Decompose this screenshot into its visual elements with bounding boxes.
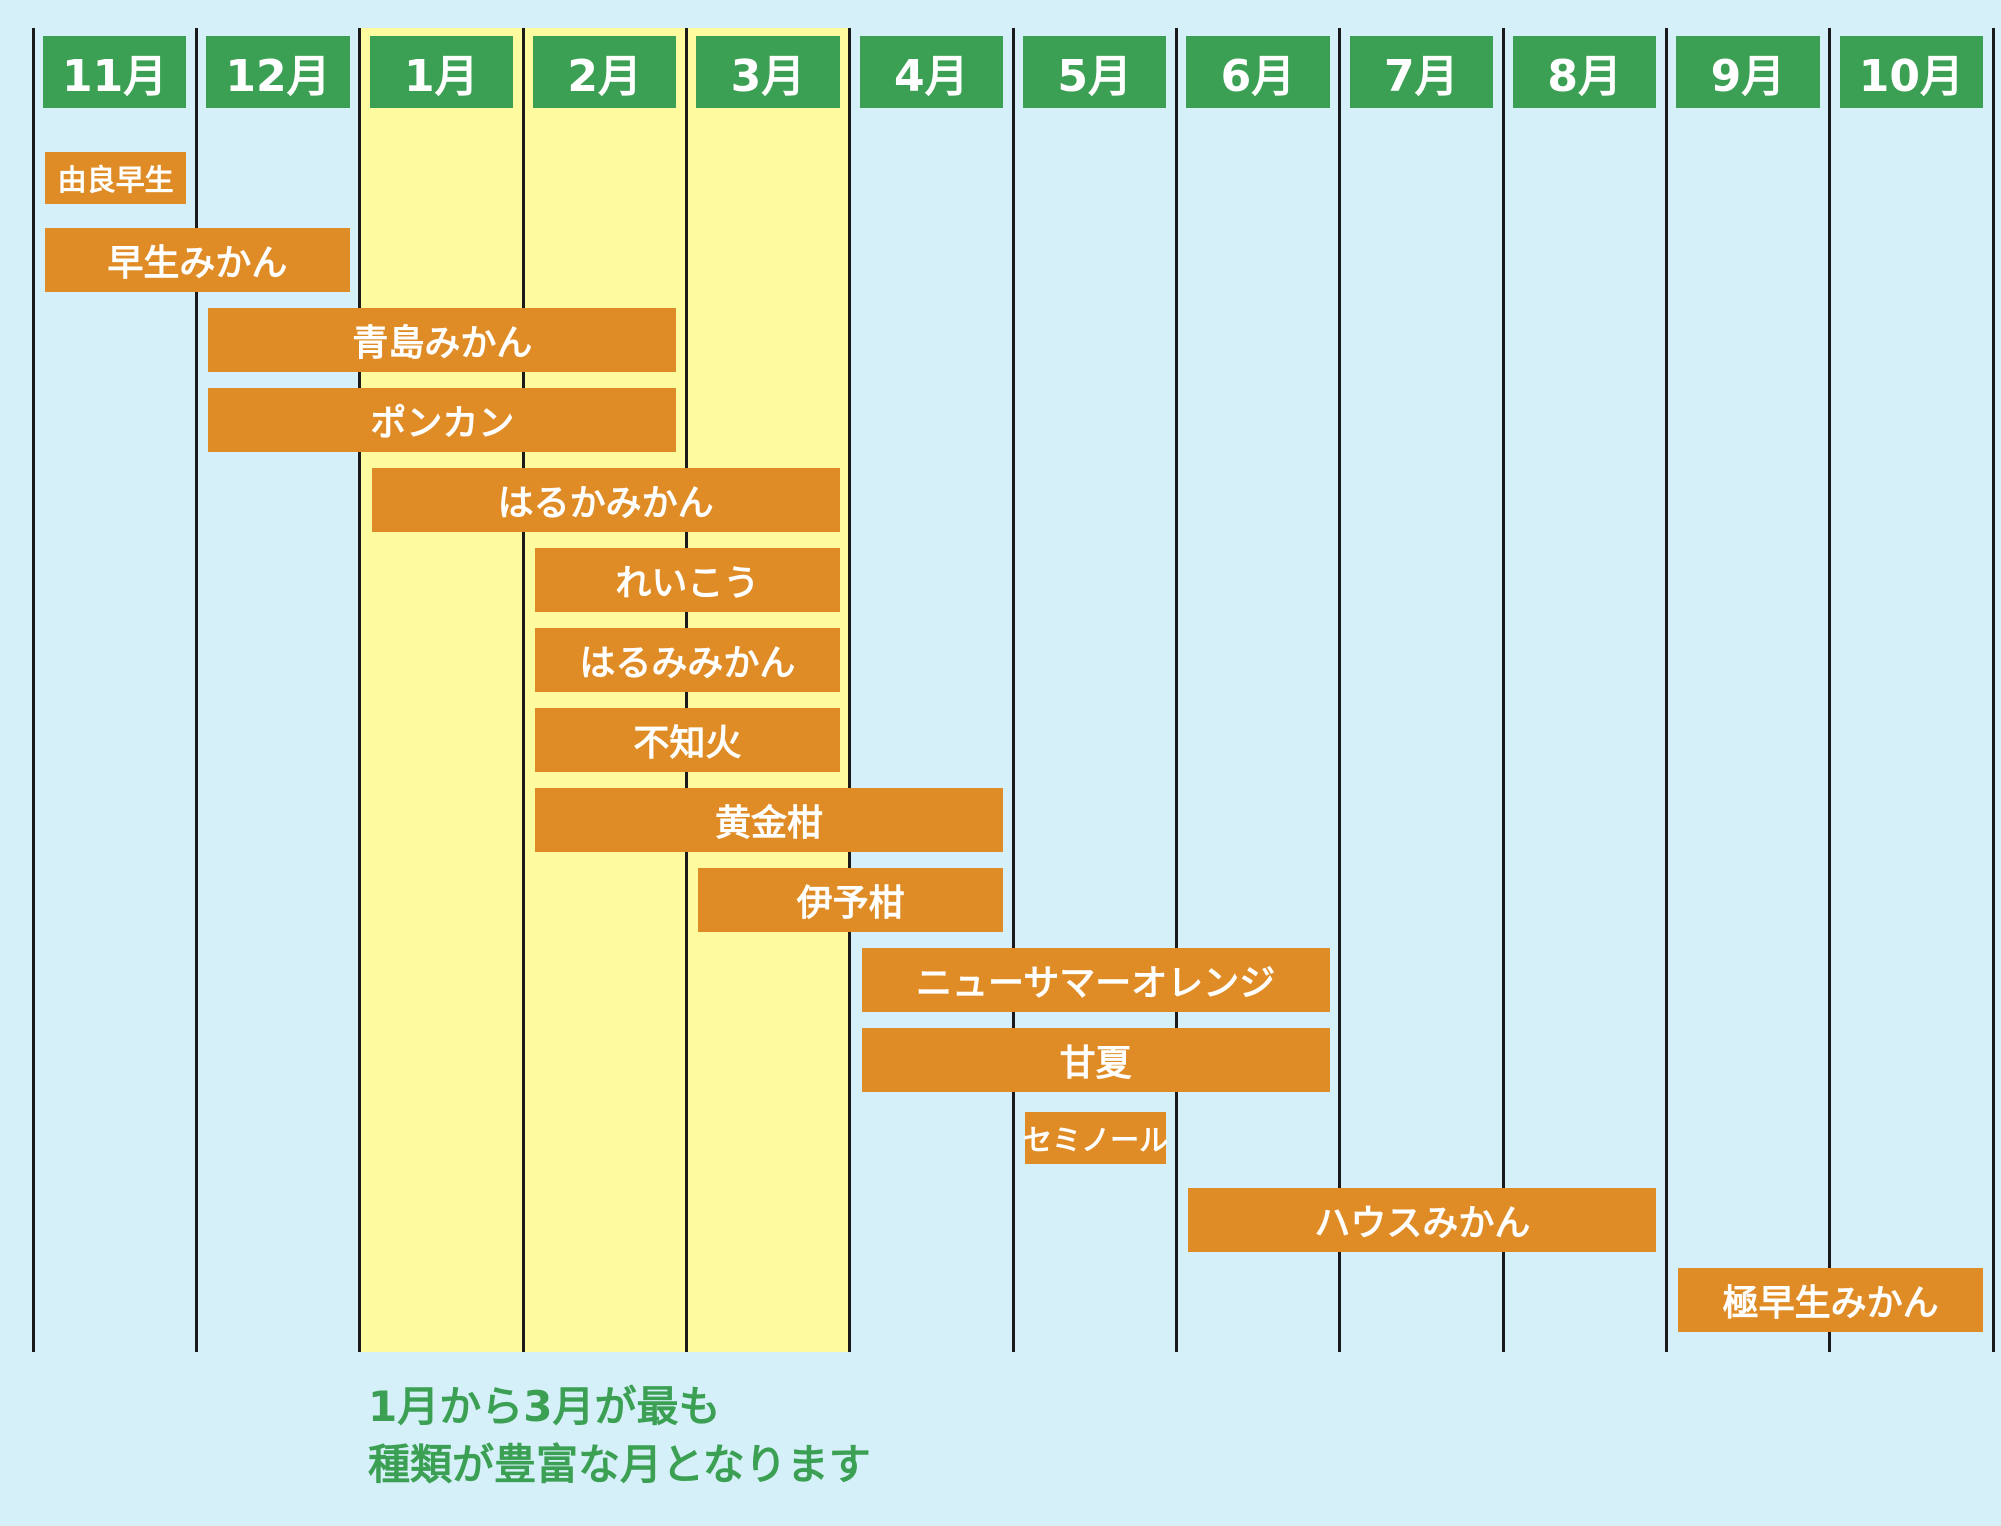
- month-gridline: [521, 28, 525, 1352]
- chart-note-line-2: 種類が豊富な月となります: [368, 1439, 871, 1489]
- month-gridline: [1664, 28, 1668, 1352]
- fruit-bar: はるかみかん: [371, 468, 840, 532]
- fruit-bar: 極早生みかん: [1678, 1268, 1983, 1332]
- month-header: 1月: [369, 36, 513, 108]
- fruit-bar: ポンカン: [208, 388, 677, 452]
- month-header: 6月: [1186, 36, 1330, 108]
- fruit-bar: 青島みかん: [208, 308, 677, 372]
- fruit-bar: 早生みかん: [45, 228, 350, 292]
- month-gridline: [848, 28, 852, 1352]
- fruit-bar: ニューサマーオレンジ: [861, 948, 1330, 1012]
- month-header: 2月: [533, 36, 677, 108]
- month-header: 4月: [859, 36, 1003, 108]
- fruit-bar: 由良早生: [45, 152, 187, 204]
- month-header: 7月: [1349, 36, 1493, 108]
- month-header: 8月: [1513, 36, 1657, 108]
- month-header: 10月: [1839, 36, 1983, 108]
- fruit-bar: セミノール: [1023, 1112, 1168, 1164]
- month-header: 11月: [43, 36, 187, 108]
- month-header: 5月: [1023, 36, 1167, 108]
- month-gridline: [194, 28, 198, 1352]
- month-gridline: [1174, 28, 1178, 1352]
- month-gridline: [1011, 28, 1015, 1352]
- chart-note-line-1: 1月から3月が最も: [368, 1382, 721, 1431]
- month-gridline: [31, 28, 35, 1352]
- month-header: 9月: [1676, 36, 1820, 108]
- fruit-bar: ハウスみかん: [1188, 1188, 1657, 1252]
- fruit-bar: 伊予柑: [698, 868, 1003, 932]
- month-gridline: [1338, 28, 1342, 1352]
- month-header: 12月: [206, 36, 350, 108]
- fruit-bar: 甘夏: [861, 1028, 1330, 1092]
- chart-note: 1月から3月が最も 種類が豊富な月となります: [368, 1378, 871, 1494]
- month-gridline: [1991, 28, 1995, 1352]
- fruit-bar: 不知火: [535, 708, 840, 772]
- month-gridline: [1828, 28, 1832, 1352]
- month-gridline: [1501, 28, 1505, 1352]
- fruit-bar: 黄金柑: [535, 788, 1003, 852]
- month-header: 3月: [696, 36, 840, 108]
- fruit-bar: はるみみかん: [535, 628, 840, 692]
- fruit-bar: れいこう: [535, 548, 840, 612]
- month-gridline: [358, 28, 362, 1352]
